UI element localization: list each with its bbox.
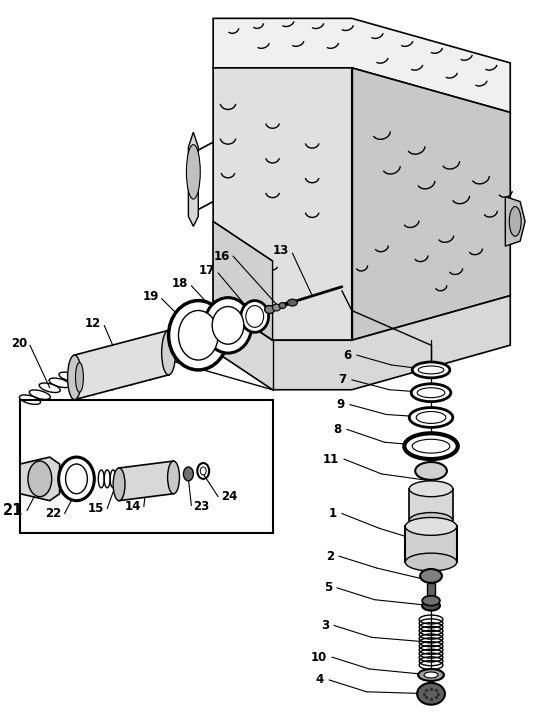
Ellipse shape (412, 439, 450, 453)
Polygon shape (352, 68, 510, 340)
Ellipse shape (409, 407, 453, 428)
Ellipse shape (287, 299, 297, 306)
Bar (20, 399, 273, 534)
Text: 15: 15 (88, 502, 104, 515)
Ellipse shape (162, 330, 176, 375)
Ellipse shape (168, 461, 179, 494)
Text: 12: 12 (85, 317, 101, 330)
Ellipse shape (418, 366, 444, 374)
Ellipse shape (68, 355, 82, 399)
Text: 3: 3 (321, 619, 329, 632)
Ellipse shape (509, 206, 521, 236)
Polygon shape (188, 132, 198, 227)
Ellipse shape (186, 144, 200, 199)
Text: 17: 17 (199, 264, 215, 277)
Ellipse shape (417, 388, 445, 398)
Ellipse shape (246, 306, 264, 327)
Text: 20: 20 (11, 337, 27, 350)
Text: 23: 23 (193, 500, 209, 513)
Ellipse shape (241, 301, 268, 333)
Ellipse shape (404, 433, 458, 459)
Ellipse shape (76, 362, 83, 392)
Text: 10: 10 (311, 650, 327, 664)
Ellipse shape (265, 306, 274, 314)
Text: 4: 4 (316, 674, 324, 686)
Text: 8: 8 (333, 423, 342, 436)
Ellipse shape (415, 462, 447, 480)
Text: 5: 5 (324, 582, 332, 595)
Ellipse shape (59, 457, 95, 501)
Text: 24: 24 (221, 490, 237, 503)
Bar (409, 489, 453, 521)
Ellipse shape (28, 461, 52, 497)
Ellipse shape (178, 311, 218, 360)
Ellipse shape (420, 569, 442, 583)
Ellipse shape (405, 518, 457, 535)
Ellipse shape (417, 683, 445, 705)
Ellipse shape (184, 467, 193, 481)
Text: 1: 1 (329, 507, 337, 520)
Text: 18: 18 (172, 277, 188, 290)
Ellipse shape (113, 468, 125, 501)
Text: 21: 21 (3, 503, 23, 518)
Text: 16: 16 (214, 250, 230, 263)
Ellipse shape (409, 513, 453, 529)
Polygon shape (505, 197, 525, 246)
Ellipse shape (412, 362, 450, 378)
Bar (427, 583, 435, 600)
Ellipse shape (204, 298, 252, 353)
Ellipse shape (169, 301, 228, 370)
Ellipse shape (418, 669, 444, 681)
Text: 19: 19 (142, 290, 158, 303)
Text: 2: 2 (326, 550, 334, 563)
Polygon shape (75, 330, 169, 399)
Text: 13: 13 (273, 244, 289, 256)
Text: 11: 11 (323, 452, 339, 465)
Polygon shape (213, 295, 510, 390)
Text: 7: 7 (339, 373, 347, 386)
Ellipse shape (416, 412, 446, 423)
Ellipse shape (424, 672, 438, 678)
Ellipse shape (66, 464, 88, 494)
Ellipse shape (279, 303, 286, 309)
Text: 9: 9 (337, 398, 345, 411)
Polygon shape (213, 18, 510, 113)
Polygon shape (213, 68, 352, 340)
Ellipse shape (422, 596, 440, 605)
Ellipse shape (409, 481, 453, 497)
Ellipse shape (212, 306, 244, 344)
Text: 22: 22 (45, 507, 62, 520)
Ellipse shape (411, 384, 451, 401)
Ellipse shape (200, 467, 206, 475)
Polygon shape (213, 221, 273, 340)
Polygon shape (119, 461, 173, 501)
Ellipse shape (405, 553, 457, 571)
Polygon shape (20, 457, 60, 501)
Ellipse shape (273, 304, 280, 311)
Bar (405, 526, 457, 562)
Text: 14: 14 (125, 500, 141, 513)
Ellipse shape (422, 600, 440, 611)
Text: 6: 6 (344, 348, 352, 362)
